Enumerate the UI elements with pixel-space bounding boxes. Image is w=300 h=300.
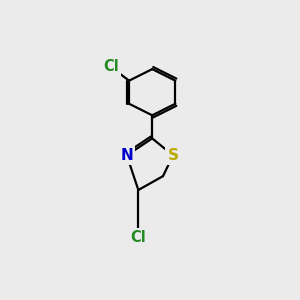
Text: N: N <box>120 148 133 163</box>
Text: Cl: Cl <box>103 59 118 74</box>
Text: Cl: Cl <box>130 230 146 245</box>
Text: S: S <box>167 148 178 163</box>
